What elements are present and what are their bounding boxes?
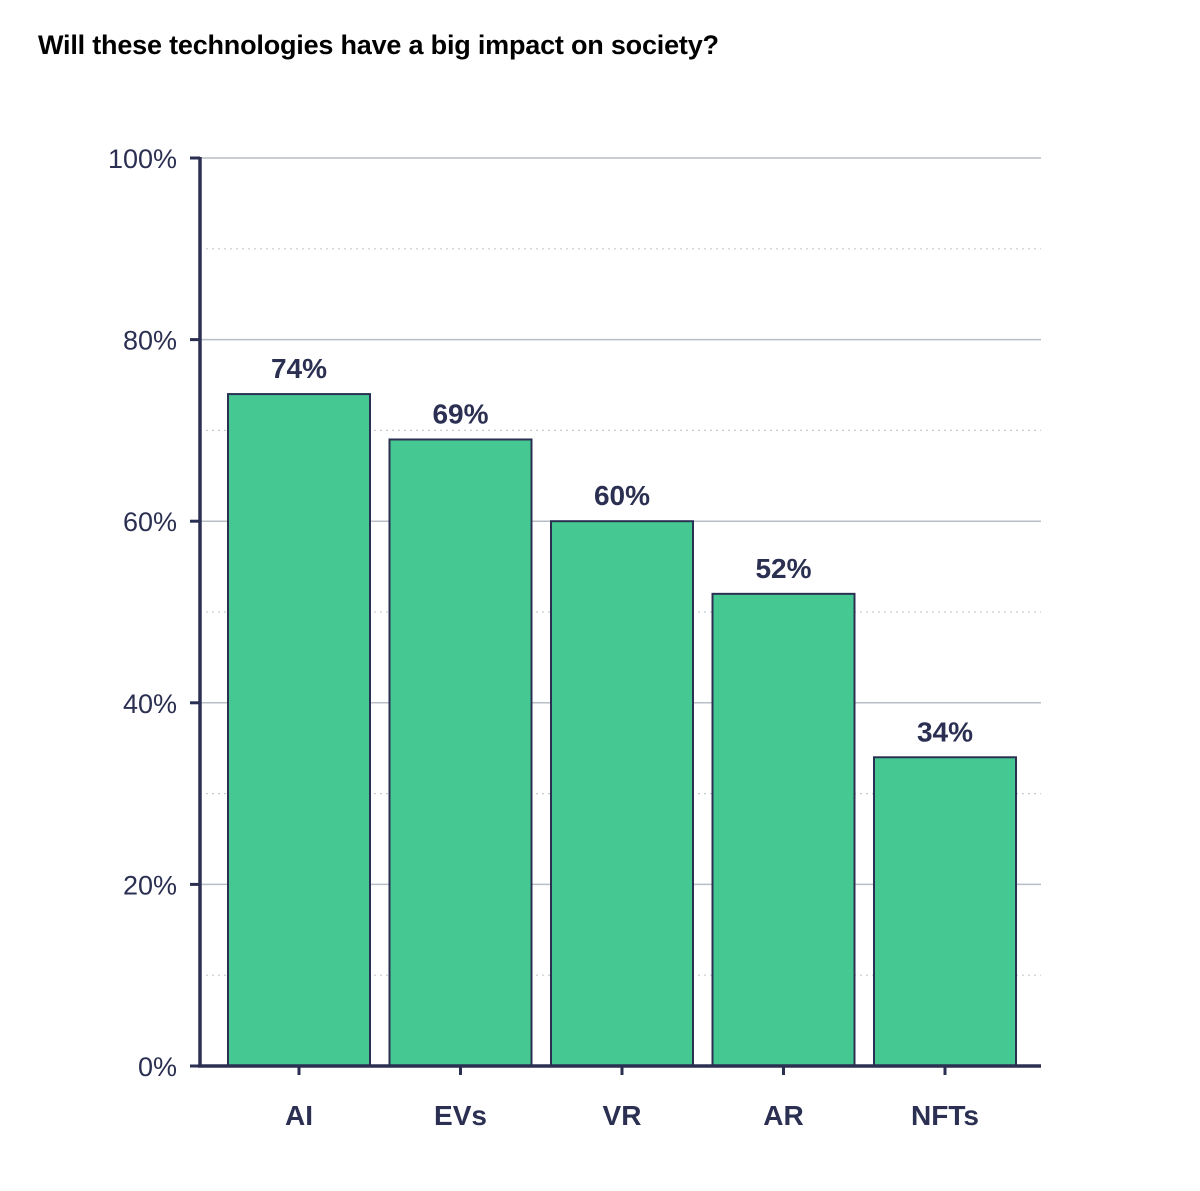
category-label-ai: AI — [285, 1100, 313, 1131]
value-label-vr: 60% — [594, 480, 650, 511]
bar-evs — [388, 438, 533, 1068]
axes — [190, 156, 1041, 1075]
category-label-ar: AR — [763, 1100, 803, 1131]
bar-ai — [227, 393, 371, 1067]
value-label-ai: 74% — [271, 353, 327, 384]
y-tick-label: 60% — [123, 507, 177, 537]
bar-ar — [711, 592, 856, 1068]
category-label-vr: VR — [603, 1100, 642, 1131]
category-label-evs: EVs — [434, 1100, 487, 1131]
category-label-nfts: NFTs — [911, 1100, 979, 1131]
bar-vr — [550, 520, 694, 1067]
labels: 74% AI 69% EVs 60% VR 52% AR 34% NFTs 0% 20% 40% 60% 8… — [108, 144, 979, 1131]
chart-title: Will these technologies have a big impac… — [38, 30, 719, 60]
y-tick-label: 100% — [108, 144, 177, 174]
value-label-ar: 52% — [755, 553, 811, 584]
y-tick-label: 0% — [138, 1052, 177, 1082]
bars — [227, 393, 1017, 1068]
value-label-nfts: 34% — [917, 716, 973, 747]
y-tick-label: 40% — [123, 689, 177, 719]
value-label-evs: 69% — [432, 398, 488, 429]
bar-nfts — [873, 756, 1017, 1068]
y-tick-label: 80% — [123, 326, 177, 356]
y-tick-label: 20% — [123, 870, 177, 900]
